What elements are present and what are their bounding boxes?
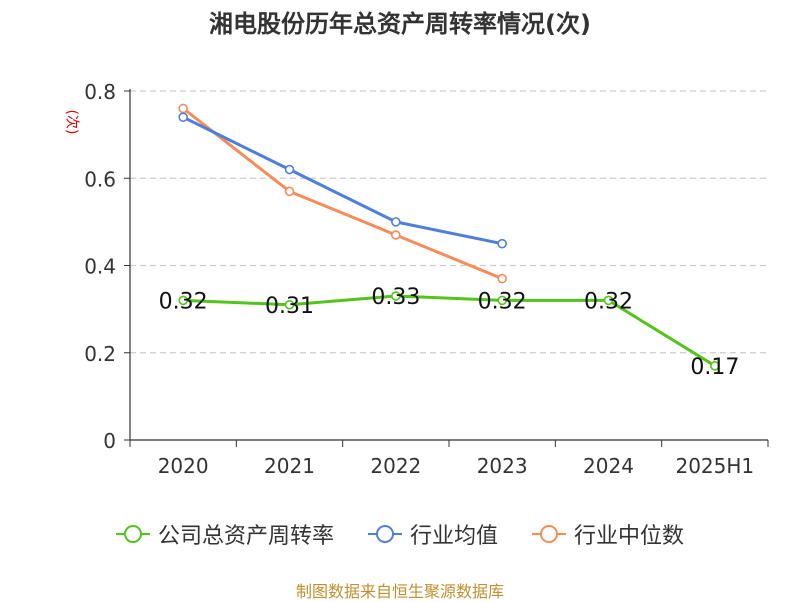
x-tick-label: 2022 xyxy=(370,454,421,478)
data-point-company xyxy=(710,361,720,371)
x-tick-label: 2020 xyxy=(158,454,209,478)
series-line-industry_median xyxy=(182,107,503,280)
legend: 公司总资产周转率 行业均值 行业中位数 xyxy=(0,518,800,550)
data-label-company: 0.32 xyxy=(159,289,208,314)
data-point-company xyxy=(178,295,188,306)
legend-label-industry-avg: 行业均值 xyxy=(409,524,498,549)
x-tick-label: 2024 xyxy=(583,454,634,478)
y-tick-label: 0 xyxy=(103,429,116,453)
data-point-industry_median xyxy=(178,103,188,114)
data-point-industry_avg xyxy=(391,217,401,227)
legend-item-industry-median[interactable]: 行业中位数 xyxy=(532,518,684,550)
data-point-industry_avg xyxy=(497,238,507,249)
data-label-company: 0.17 xyxy=(690,355,739,380)
series-line-industry_avg xyxy=(182,115,503,246)
x-tick-label: 2023 xyxy=(477,454,528,478)
data-point-company xyxy=(284,299,295,310)
x-tick-label: 2025H1 xyxy=(675,454,754,478)
legend-item-company[interactable]: 公司总资产周转率 xyxy=(115,518,334,550)
y-tick-label: 0.6 xyxy=(84,167,116,191)
data-point-industry_avg xyxy=(178,112,188,122)
data-label-company: 0.31 xyxy=(265,294,314,319)
data-point-industry_median xyxy=(497,273,507,284)
data-point-company xyxy=(603,295,614,306)
legend-item-industry-avg[interactable]: 行业均值 xyxy=(367,518,498,550)
data-point-industry_avg xyxy=(284,164,295,175)
legend-marker-industry-avg xyxy=(367,525,402,543)
legend-marker-company xyxy=(115,525,150,543)
data-point-industry_median xyxy=(391,230,401,240)
data-label-company: 0.32 xyxy=(584,289,633,314)
data-point-company xyxy=(391,291,401,301)
data-source-note: 制图数据来自恒生聚源数据库 xyxy=(295,582,504,601)
data-label-company: 0.33 xyxy=(371,285,420,310)
y-tick-label: 0.4 xyxy=(84,255,116,279)
y-tick-label: 0.2 xyxy=(84,342,116,366)
legend-label-industry-median: 行业中位数 xyxy=(574,524,685,549)
chart-title: 湘电股份历年总资产周转率情况(次) xyxy=(209,10,591,38)
y-tick-label: 0.8 xyxy=(84,80,116,104)
legend-marker-industry-median xyxy=(532,525,566,543)
data-point-industry_median xyxy=(284,186,295,197)
data-label-company: 0.32 xyxy=(478,289,527,314)
legend-label-company: 公司总资产周转率 xyxy=(157,524,334,549)
series-line-company xyxy=(183,294,716,368)
x-tick-label: 2021 xyxy=(264,454,315,478)
data-point-company xyxy=(497,295,507,306)
